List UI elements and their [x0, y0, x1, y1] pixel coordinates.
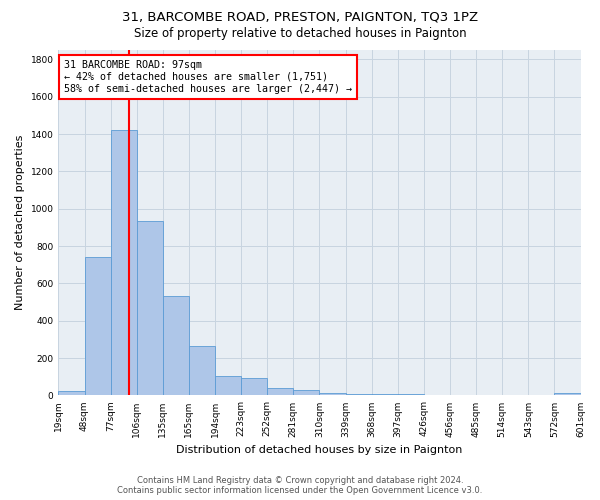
- Bar: [554, 392, 581, 396]
- Bar: [346, 394, 371, 396]
- Text: 31 BARCOMBE ROAD: 97sqm
← 42% of detached houses are smaller (1,751)
58% of semi: 31 BARCOMBE ROAD: 97sqm ← 42% of detache…: [64, 60, 352, 94]
- Bar: [502, 395, 528, 396]
- Bar: [319, 392, 346, 396]
- Text: 31, BARCOMBE ROAD, PRESTON, PAIGNTON, TQ3 1PZ: 31, BARCOMBE ROAD, PRESTON, PAIGNTON, TQ…: [122, 10, 478, 23]
- Bar: [163, 296, 189, 396]
- Bar: [215, 376, 241, 396]
- Bar: [528, 395, 554, 396]
- Y-axis label: Number of detached properties: Number of detached properties: [15, 135, 25, 310]
- Bar: [137, 221, 163, 396]
- Bar: [371, 394, 398, 396]
- Bar: [293, 390, 319, 396]
- Bar: [424, 395, 450, 396]
- Bar: [398, 394, 424, 396]
- Bar: [476, 395, 502, 396]
- Text: Contains HM Land Registry data © Crown copyright and database right 2024.
Contai: Contains HM Land Registry data © Crown c…: [118, 476, 482, 495]
- Bar: [85, 258, 110, 396]
- Bar: [267, 388, 293, 396]
- Bar: [241, 378, 267, 396]
- Bar: [189, 346, 215, 396]
- X-axis label: Distribution of detached houses by size in Paignton: Distribution of detached houses by size …: [176, 445, 463, 455]
- Bar: [450, 395, 476, 396]
- Text: Size of property relative to detached houses in Paignton: Size of property relative to detached ho…: [134, 28, 466, 40]
- Bar: [110, 130, 137, 396]
- Bar: [58, 392, 85, 396]
